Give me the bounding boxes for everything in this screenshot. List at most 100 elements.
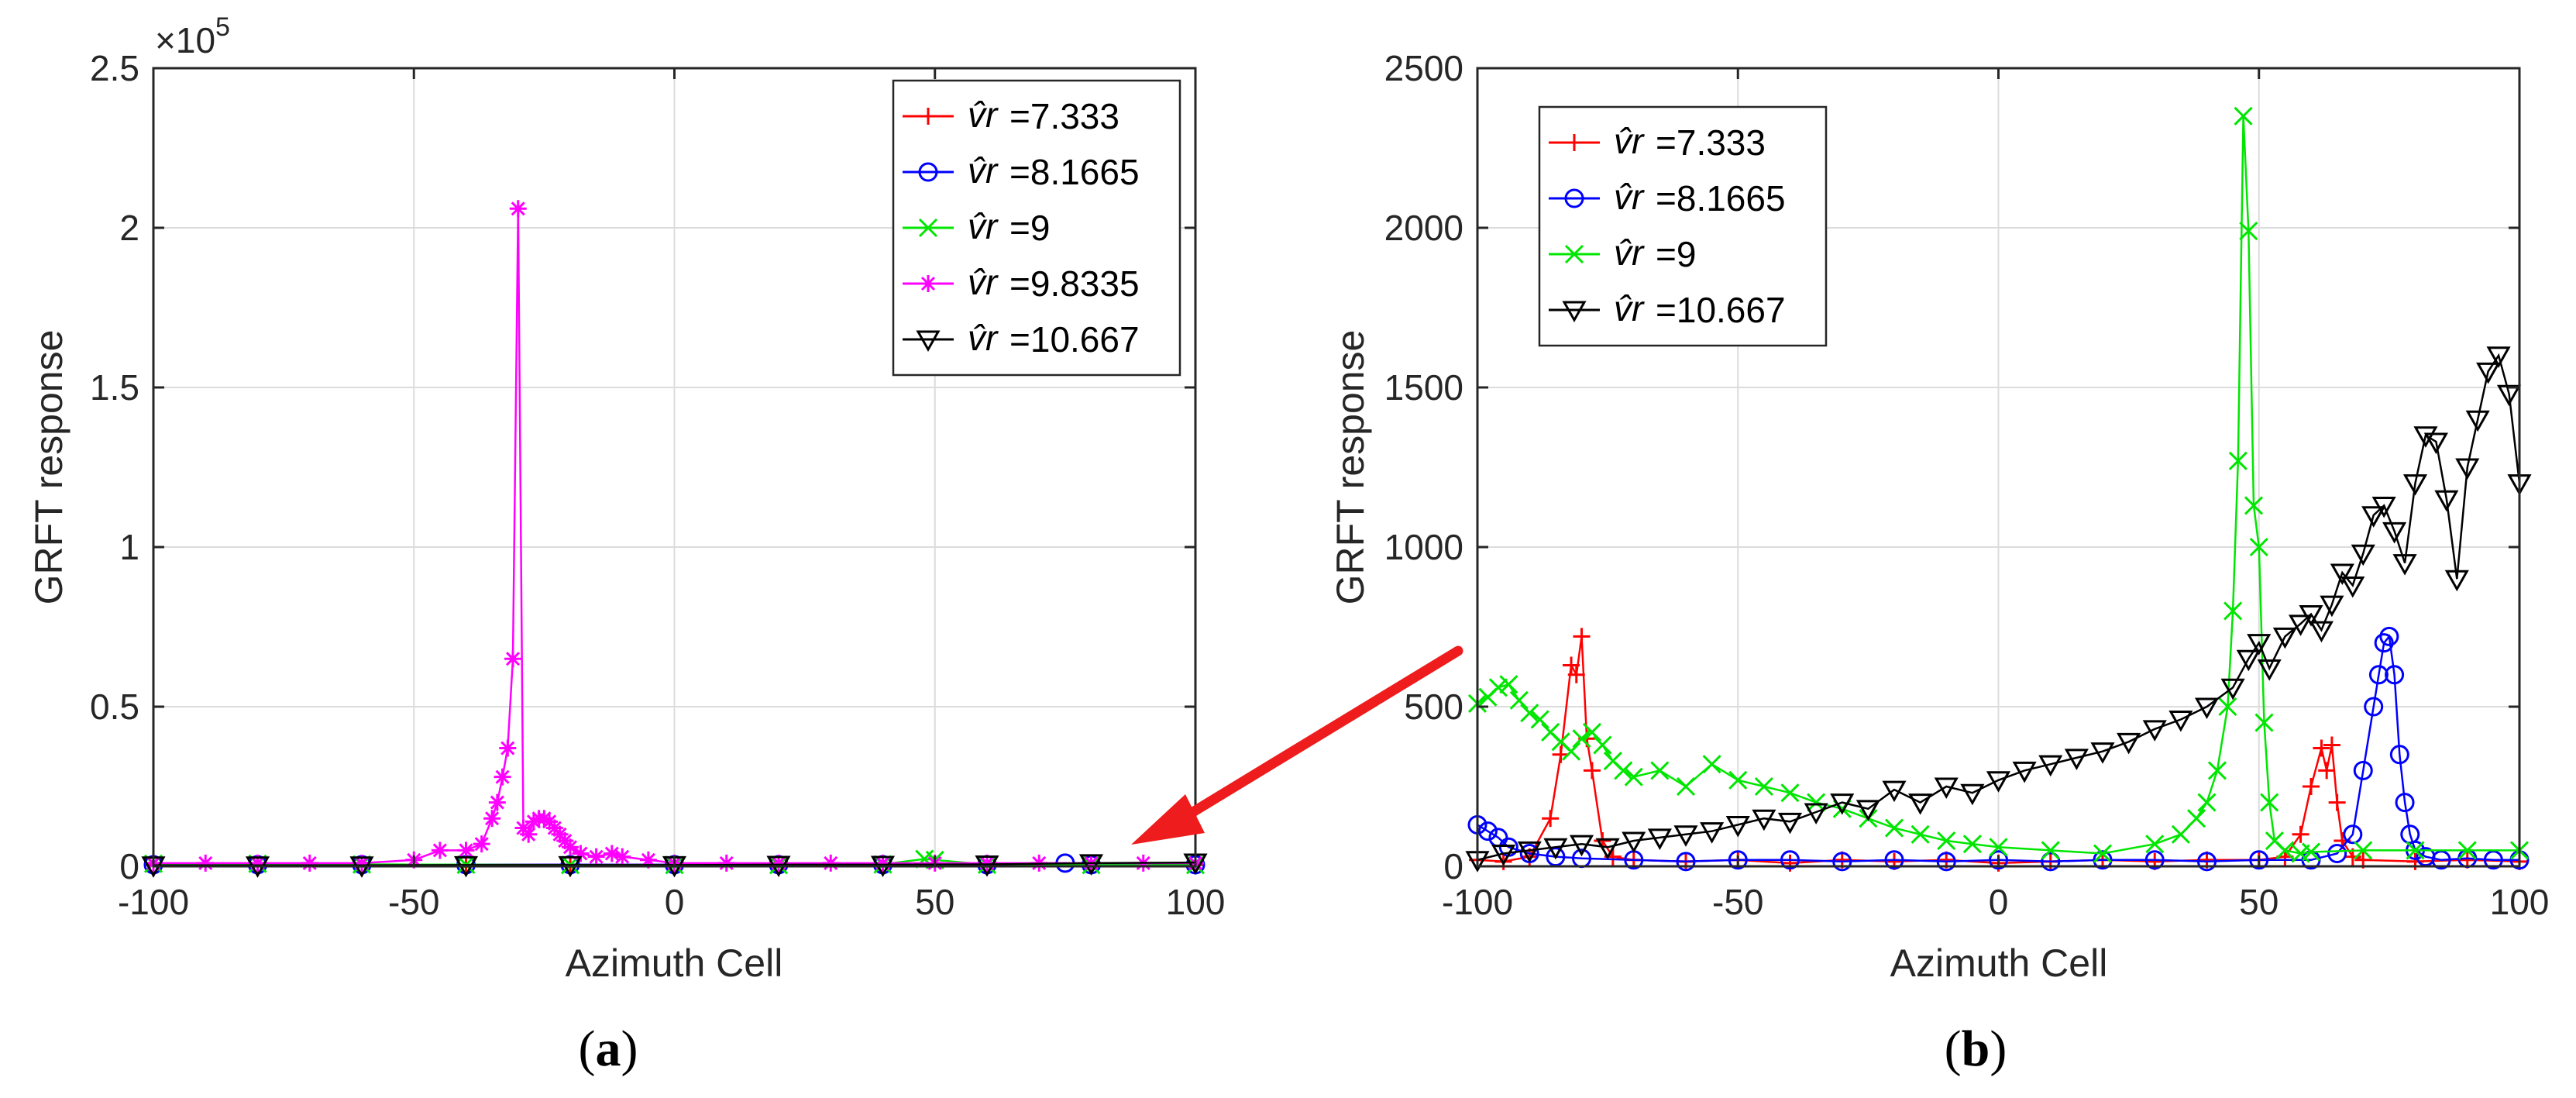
data-point-marker xyxy=(1725,815,1750,838)
data-point-marker xyxy=(2328,793,2346,811)
data-point-marker xyxy=(822,854,840,872)
data-point-marker xyxy=(1542,810,1560,828)
data-point-marker xyxy=(2496,384,2522,407)
data-point-marker xyxy=(1676,776,1696,797)
data-point-marker xyxy=(572,845,590,862)
data-point-marker xyxy=(1595,838,1620,860)
data-point-marker xyxy=(2299,605,2323,627)
data-point-marker xyxy=(1780,783,1800,803)
data-point-marker xyxy=(2228,451,2248,470)
data-point-marker xyxy=(2038,755,2063,777)
data-point-marker xyxy=(488,793,506,811)
data-point-marker xyxy=(535,810,553,828)
data-point-marker xyxy=(1573,628,1591,645)
x-axis-label-b: Azimuth Cell xyxy=(1890,941,2108,985)
data-point-marker xyxy=(2301,842,2321,862)
y-tick-label: 2.5 xyxy=(90,48,139,88)
legend-entry: v̂r =9 xyxy=(903,206,1050,248)
data-point-marker xyxy=(2374,633,2394,653)
data-point-marker xyxy=(2093,850,2113,870)
data-point-marker xyxy=(2064,749,2089,770)
legend-entry: v̂r =8.1665 xyxy=(903,150,1140,192)
chart-panel-a: -100 -50 0 50 100 0 0.5 1 1.5 2 2.5 ×105 Azimuth C… xyxy=(27,12,1225,1077)
legend-b: v̂r =7.333 v̂r =8.1665 v̂r =9 v̂r =10.667 xyxy=(1538,105,1828,347)
data-point-marker xyxy=(1752,809,1776,831)
caption-a: (a) xyxy=(579,1021,638,1077)
data-point-marker xyxy=(2402,474,2428,496)
y-tick-label: 1000 xyxy=(1384,527,1463,567)
legend-symbol: v̂r xyxy=(968,150,999,191)
data-point-marker xyxy=(1754,776,1773,797)
y-axis-label-a: GRFT response xyxy=(27,330,71,605)
data-point-marker xyxy=(2385,665,2405,685)
data-point-marker xyxy=(2389,745,2409,765)
data-point-marker xyxy=(1624,767,1643,786)
data-point-marker xyxy=(1832,852,1852,872)
data-point-marker xyxy=(1622,831,1646,854)
data-point-marker xyxy=(562,838,579,856)
data-point-marker xyxy=(2406,841,2425,860)
arrow-shaft xyxy=(1172,645,1463,827)
data-point-marker xyxy=(1572,729,1591,749)
data-point-marker xyxy=(2392,554,2417,576)
legend-symbol: v̂r xyxy=(968,318,999,358)
data-point-marker xyxy=(1582,722,1602,742)
x-tick-label: 100 xyxy=(2490,882,2550,922)
x-tick-label: -100 xyxy=(1442,882,1513,922)
data-point-marker xyxy=(2455,458,2480,480)
data-point-marker xyxy=(2186,809,2206,828)
data-point-marker xyxy=(499,739,517,757)
data-point-marker xyxy=(509,200,527,218)
data-point-marker xyxy=(2249,537,2268,557)
data-point-marker xyxy=(1530,710,1549,729)
data-point-marker xyxy=(2354,841,2373,860)
data-point-marker xyxy=(2395,793,2415,813)
legend-label: =7.333 xyxy=(1656,122,1766,163)
data-point-marker xyxy=(1673,825,1698,847)
data-point-marker xyxy=(520,825,538,843)
legend-entry: v̂r =10.667 xyxy=(1549,288,1786,330)
data-point-marker xyxy=(249,854,267,872)
data-point-marker xyxy=(2236,649,2261,672)
data-point-marker xyxy=(301,854,318,872)
data-point-marker xyxy=(2303,778,2320,795)
data-point-marker xyxy=(1989,838,2008,857)
data-point-marker xyxy=(2220,678,2245,700)
data-point-marker xyxy=(2247,634,2272,656)
data-point-marker xyxy=(2309,621,2334,643)
data-point-marker xyxy=(2327,844,2347,864)
data-point-marker xyxy=(2234,106,2253,126)
data-point-marker xyxy=(2457,841,2477,860)
data-point-marker xyxy=(2465,410,2490,432)
legend-symbol: v̂r xyxy=(968,95,999,135)
x-tick-label: -50 xyxy=(1712,882,1763,922)
data-point-marker xyxy=(1962,835,1982,854)
series-x xyxy=(1467,106,2530,863)
legend-marker xyxy=(918,162,938,182)
x-tick-label: 50 xyxy=(915,882,954,922)
data-point-marker xyxy=(1676,852,1696,872)
arrow-head xyxy=(1131,794,1205,845)
y-tick-label: 500 xyxy=(1404,687,1463,727)
data-point-marker xyxy=(1780,850,1800,870)
x-tick-label: -50 xyxy=(388,882,439,922)
data-point-marker xyxy=(1583,762,1601,780)
data-point-marker xyxy=(2434,490,2459,512)
x-tick-label: 0 xyxy=(665,882,685,922)
data-point-marker xyxy=(2353,760,2373,780)
data-point-marker xyxy=(2145,835,2165,854)
legend-a: v̂r =7.333 v̂r =8.1665 v̂r =9 v̂r =9.8335 v̂r =10… xyxy=(892,79,1181,377)
legend-symbol: v̂r xyxy=(1614,121,1645,161)
data-point-marker xyxy=(2483,850,2503,870)
data-point-marker xyxy=(2218,697,2237,717)
data-point-marker xyxy=(2368,665,2389,685)
data-point-marker xyxy=(2318,762,2336,780)
data-point-marker xyxy=(1936,852,1956,872)
data-point-marker xyxy=(2168,710,2193,732)
data-point-marker xyxy=(1807,793,1826,812)
data-point-marker xyxy=(1855,800,1880,821)
data-point-marker xyxy=(1477,821,1498,842)
legend-symbol: v̂r xyxy=(1614,288,1645,329)
data-point-marker xyxy=(1614,761,1633,780)
